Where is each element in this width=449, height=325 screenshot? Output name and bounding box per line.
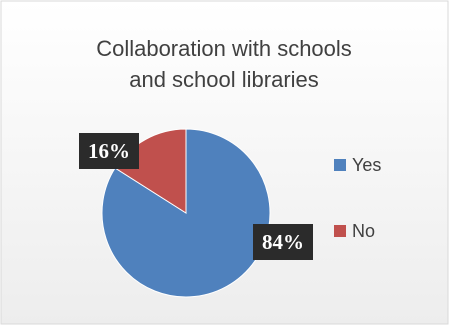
data-label-box-yes	[253, 224, 313, 260]
legend-label-yes: Yes	[352, 155, 381, 175]
legend-label-no: No	[352, 221, 375, 241]
legend-swatch-yes	[334, 159, 346, 171]
data-label-no: 16%	[88, 139, 130, 163]
legend-swatch-no	[334, 225, 346, 237]
chart-title-line-2: and school libraries	[129, 67, 319, 92]
data-label-box-no	[79, 133, 139, 169]
chart-title-line-1: Collaboration with schools	[96, 36, 352, 61]
pie-data-labels: 84% 16%	[79, 133, 313, 260]
data-label-yes: 84%	[262, 230, 304, 254]
legend: Yes No	[334, 155, 381, 241]
